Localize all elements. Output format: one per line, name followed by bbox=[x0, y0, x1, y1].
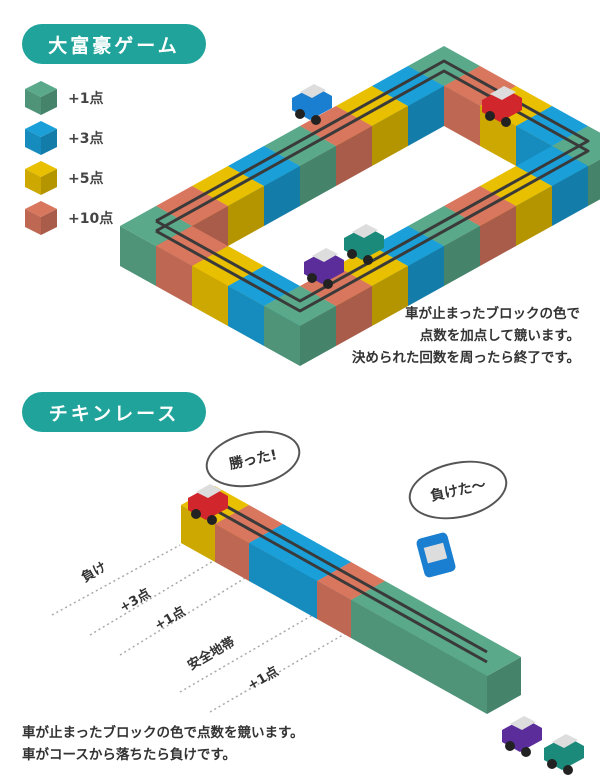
track bbox=[155, 59, 590, 303]
legend-label: +5点 bbox=[68, 171, 104, 187]
cube-icon bbox=[25, 161, 57, 195]
cube-icon bbox=[25, 201, 57, 235]
fallen-car bbox=[416, 532, 456, 578]
car bbox=[482, 86, 522, 127]
legend-item: +3点 bbox=[24, 120, 103, 156]
legend-label: +10点 bbox=[68, 211, 114, 227]
cube-icon bbox=[25, 81, 57, 115]
zone-line bbox=[89, 559, 216, 636]
car bbox=[344, 224, 384, 265]
zone-line bbox=[209, 624, 361, 713]
ring-block bbox=[264, 286, 336, 366]
section-title-chicken-race: チキンレース bbox=[22, 392, 206, 432]
car bbox=[544, 734, 584, 775]
caption-line: 点数を加点して競います。 bbox=[419, 328, 580, 344]
legend-item: +1点 bbox=[24, 80, 103, 116]
zone-line bbox=[119, 574, 251, 656]
legend-item: +5点 bbox=[24, 160, 103, 196]
caption-line: 決められた回数を周ったら終了です。 bbox=[351, 350, 580, 366]
daifugo-caption: 車が止まったブロックの色で 点数を加点して競います。 決められた回数を周ったら終… bbox=[352, 303, 580, 369]
track bbox=[155, 69, 590, 313]
section-title-daifugo: 大富豪ゲーム bbox=[22, 24, 206, 64]
caption-line: 車が止まったブロックの色で bbox=[405, 306, 580, 322]
caption-line: 車が止まったブロックの色で点数を競います。 bbox=[22, 725, 304, 741]
chicken-caption: 車が止まったブロックの色で点数を競います。 車がコースから落ちたら負けです。 bbox=[22, 722, 304, 766]
car bbox=[188, 484, 228, 525]
cube-icon bbox=[25, 121, 57, 155]
car bbox=[292, 84, 332, 125]
track bbox=[214, 498, 488, 654]
car bbox=[502, 716, 542, 757]
caption-line: 車がコースから落ちたら負けです。 bbox=[22, 747, 236, 763]
zone-line bbox=[179, 604, 331, 693]
legend-item: +10点 bbox=[24, 200, 113, 236]
legend-label: +3点 bbox=[68, 131, 104, 147]
race-block bbox=[453, 638, 521, 714]
car bbox=[304, 248, 344, 289]
legend-label: +1点 bbox=[68, 91, 104, 107]
zone-line bbox=[51, 544, 181, 616]
track bbox=[214, 508, 488, 664]
